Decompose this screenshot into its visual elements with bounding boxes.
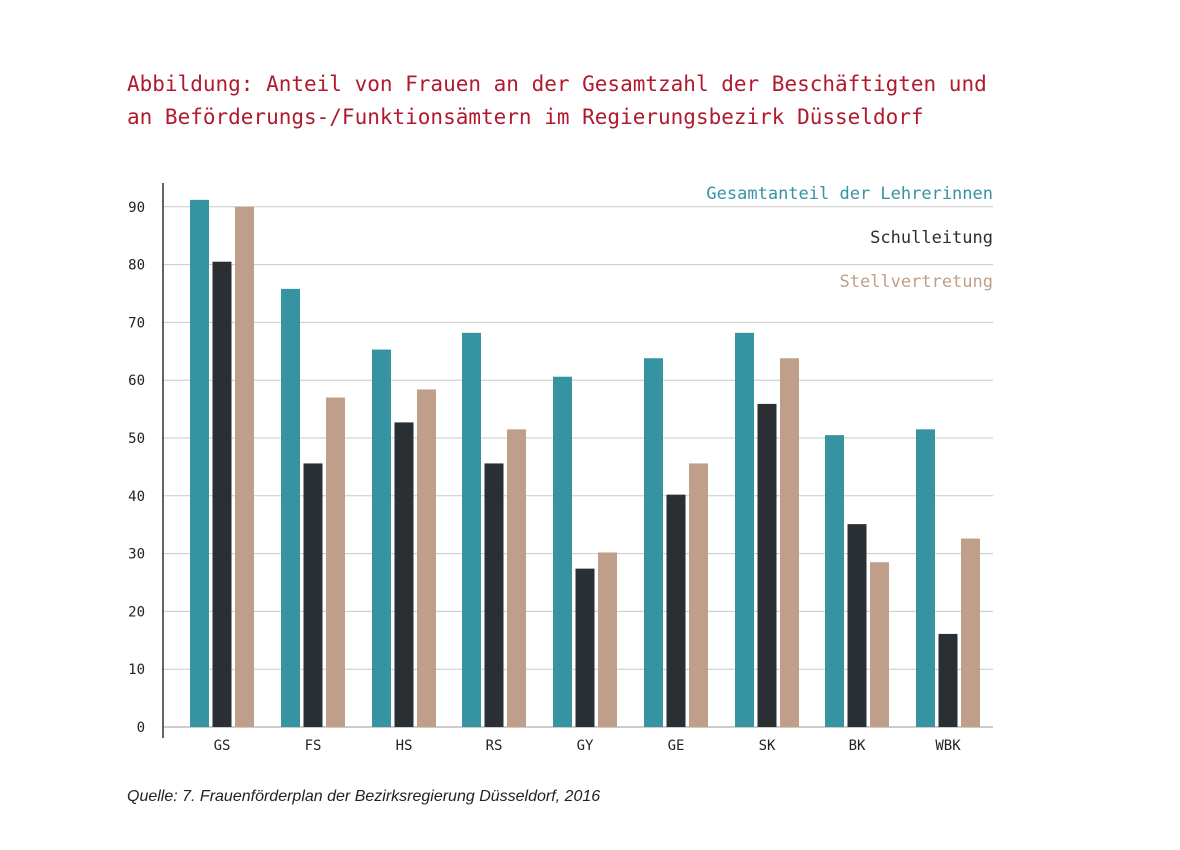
bar-sk-series-2 bbox=[757, 403, 777, 727]
x-tick-label-rs: RS bbox=[486, 738, 503, 754]
bar-gs-series-1 bbox=[190, 199, 209, 727]
bar-gy-series-1 bbox=[553, 376, 572, 727]
y-tick-label-60: 60 bbox=[128, 373, 145, 389]
y-tick-label-50: 50 bbox=[128, 431, 145, 447]
chart-title: Abbildung: Anteil von Frauen an der Gesa… bbox=[127, 68, 1127, 134]
bar-hs-series-1 bbox=[372, 349, 391, 727]
x-tick-label-fs: FS bbox=[305, 738, 322, 754]
bar-rs-series-1 bbox=[462, 332, 481, 727]
legend-entry-3: Stellvertretung bbox=[839, 272, 993, 292]
bar-bk-series-2 bbox=[847, 524, 867, 727]
bar-wbk-series-2 bbox=[938, 633, 958, 727]
y-tick-label-10: 10 bbox=[128, 662, 145, 678]
legend-entry-1: Gesamtanteil der Lehrerinnen bbox=[706, 184, 993, 204]
bar-hs-series-3 bbox=[417, 389, 436, 727]
y-tick-label-30: 30 bbox=[128, 547, 145, 563]
chart-title-line-2: an Beförderungs-/Funktionsämtern im Regi… bbox=[127, 105, 924, 129]
x-tick-label-bk: BK bbox=[849, 738, 866, 754]
source-note: Quelle: 7. Frauenförderplan der Bezirksr… bbox=[127, 788, 601, 805]
bar-ge-series-1 bbox=[644, 358, 663, 727]
bar-bk-series-1 bbox=[825, 435, 844, 727]
y-tick-label-20: 20 bbox=[128, 604, 145, 620]
x-tick-label-gs: GS bbox=[214, 738, 231, 754]
y-tick-label-90: 90 bbox=[128, 200, 145, 216]
y-tick-label-70: 70 bbox=[128, 315, 145, 331]
legend-entry-2: Schulleitung bbox=[870, 228, 993, 248]
x-tick-label-ge: GE bbox=[668, 738, 685, 754]
chart-title-line-1: Abbildung: Anteil von Frauen an der Gesa… bbox=[127, 72, 987, 96]
bar-sk-series-3 bbox=[780, 358, 799, 727]
bar-fs-series-2 bbox=[303, 463, 323, 727]
bar-ge-series-2 bbox=[666, 494, 686, 727]
bar-sk-series-1 bbox=[735, 332, 754, 727]
bar-fs-series-1 bbox=[281, 288, 300, 727]
bar-gy-series-3 bbox=[598, 552, 617, 727]
y-tick-label-0: 0 bbox=[137, 720, 145, 736]
bar-hs-series-2 bbox=[394, 422, 414, 727]
bar-gs-series-3 bbox=[235, 206, 254, 728]
bar-rs-series-3 bbox=[507, 429, 526, 727]
bar-wbk-series-1 bbox=[916, 429, 935, 727]
bar-fs-series-3 bbox=[326, 397, 345, 727]
x-tick-label-gy: GY bbox=[577, 738, 594, 754]
x-tick-label-sk: SK bbox=[759, 738, 776, 754]
y-tick-label-80: 80 bbox=[128, 258, 145, 274]
bar-wbk-series-3 bbox=[961, 538, 980, 727]
y-tick-label-40: 40 bbox=[128, 489, 145, 505]
bar-rs-series-2 bbox=[484, 463, 504, 727]
x-tick-label-hs: HS bbox=[396, 738, 413, 754]
bar-gs-series-2 bbox=[212, 261, 232, 727]
bar-gy-series-2 bbox=[575, 568, 595, 727]
bar-bk-series-3 bbox=[870, 562, 889, 727]
x-tick-label-wbk: WBK bbox=[935, 738, 961, 754]
bar-ge-series-3 bbox=[689, 463, 708, 727]
